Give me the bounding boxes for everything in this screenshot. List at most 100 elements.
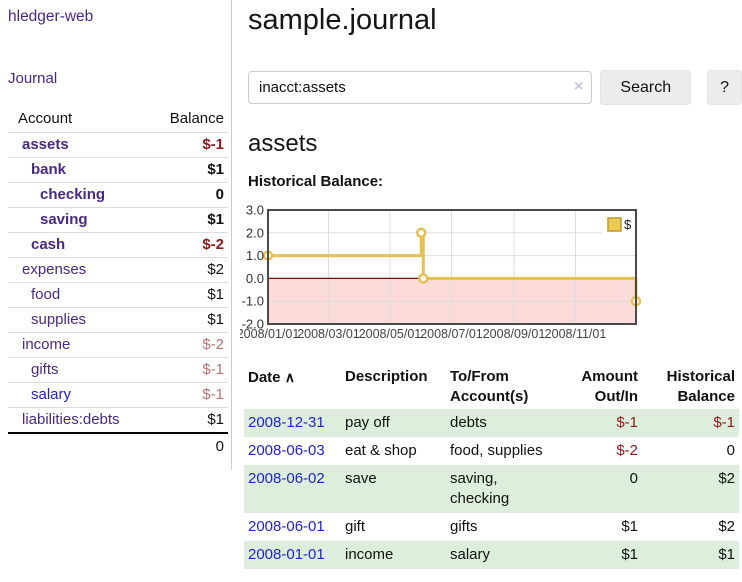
total-balance: 0	[145, 432, 228, 460]
transaction-amount: $1	[621, 546, 638, 563]
sidebar-account-link[interactable]: supplies	[31, 311, 87, 328]
search-button[interactable]: Search	[600, 70, 692, 105]
account-balance: $-1	[145, 382, 228, 408]
sidebar-account-link[interactable]: salary	[31, 386, 72, 403]
sidebar-account-row: gifts $-1	[8, 357, 228, 383]
sidebar-account-row: bank $1	[8, 157, 228, 183]
transaction-accounts: saving, checking	[450, 470, 510, 507]
sidebar-account-row: assets $-1	[8, 132, 228, 158]
svg-text:2008/01/01: 2008/01/01	[240, 327, 299, 341]
account-balance: $-1	[145, 132, 228, 158]
search-input[interactable]	[248, 71, 593, 104]
transaction-date-link[interactable]: 2008-06-01	[248, 518, 325, 535]
transaction-date-link[interactable]: 2008-01-01	[248, 546, 325, 563]
sidebar-account-row: expenses $2	[8, 257, 228, 283]
sidebar-total-row: 0	[8, 432, 228, 460]
transaction-amount: $1	[621, 518, 638, 535]
sidebar-accounts-header: Account Balance	[8, 107, 228, 133]
sidebar-account-row: checking 0	[8, 182, 228, 208]
account-balance: $-2	[145, 332, 228, 358]
svg-text:0.0: 0.0	[246, 271, 264, 286]
sidebar-account-row: salary $-1	[8, 382, 228, 408]
sidebar-account-link[interactable]: saving	[40, 211, 88, 228]
transaction-description: pay off	[345, 414, 390, 431]
sidebar-account-row: supplies $1	[8, 307, 228, 333]
description-column-header: Description	[345, 368, 428, 385]
sidebar-account-link[interactable]: cash	[31, 236, 66, 253]
transaction-accounts: gifts	[450, 518, 478, 535]
account-heading: assets	[248, 130, 318, 157]
balance-column-header-main: Historical Balance	[666, 368, 735, 405]
account-balance: $1	[145, 207, 228, 233]
svg-text:-1.0: -1.0	[242, 294, 264, 309]
sidebar-account-row: saving $1	[8, 207, 228, 233]
transaction-row: 2008-06-02 save saving, checking 0 $2	[244, 465, 739, 513]
chart-heading: Historical Balance:	[248, 173, 384, 190]
transaction-amount: $-1	[616, 414, 638, 431]
svg-text:2008/07/01: 2008/07/01	[420, 327, 483, 341]
sidebar-account-row: income $-2	[8, 332, 228, 358]
total-spacer	[8, 432, 146, 460]
svg-text:2008/09/01: 2008/09/01	[483, 327, 546, 341]
account-balance: 0	[145, 182, 228, 208]
transaction-balance: $2	[718, 470, 735, 487]
register-body: 2008-12-31 pay off debts $-1 $-1 2008-06-03 ea…	[244, 409, 739, 569]
brand-link[interactable]: hledger-web	[8, 8, 94, 25]
main-content: sample.journal × Search ? assets Histori…	[237, 0, 742, 569]
sidebar-accounts-table: Account Balance assets $-1 bank $1 checking 0…	[8, 107, 228, 460]
accounts-column-header: To/From Account(s)	[450, 368, 529, 405]
account-balance: $1	[145, 307, 228, 333]
balance-chart-svg: $3.0 2.0 1.0 0.0 -1.0 -2.02008/01/012008/03/0…	[237, 203, 642, 341]
transaction-amount: $-2	[616, 442, 638, 459]
sidebar-account-link[interactable]: gifts	[31, 361, 59, 378]
account-balance: $2	[145, 257, 228, 283]
sidebar-item-journal[interactable]: Journal	[8, 70, 58, 87]
transaction-date-link[interactable]: 2008-12-31	[248, 414, 325, 431]
transaction-description: save	[345, 470, 377, 487]
clear-search-icon[interactable]: ×	[574, 78, 584, 95]
transaction-balance: $-1	[713, 414, 735, 431]
transaction-description: income	[345, 546, 394, 563]
account-balance: $1	[145, 407, 228, 434]
page-title: sample.journal	[248, 4, 437, 36]
sidebar-account-link[interactable]: food	[31, 286, 61, 303]
sidebar-account-link[interactable]: income	[22, 336, 71, 353]
transaction-row: 2008-01-01 income salary $1 $1	[244, 541, 739, 569]
transaction-accounts: salary	[450, 546, 491, 563]
balance-column-header: Balance	[145, 107, 228, 133]
transaction-balance: 0	[726, 442, 735, 459]
svg-text:2008/11/01: 2008/11/01	[545, 327, 607, 341]
account-balance: $1	[145, 282, 228, 308]
svg-text:-2.0: -2.0	[242, 317, 264, 332]
transaction-row: 2008-06-03 eat & shop food, supplies $-2 0	[244, 437, 739, 465]
help-button[interactable]: ?	[707, 70, 742, 105]
transaction-amount: 0	[629, 470, 638, 487]
transaction-row: 2008-06-01 gift gifts $1 $2	[244, 513, 739, 541]
sidebar-account-link[interactable]: liabilities:debts	[22, 411, 120, 428]
transaction-date-link[interactable]: 2008-06-03	[248, 442, 325, 459]
account-balance: $1	[145, 157, 228, 183]
sidebar-account-link[interactable]: checking	[40, 186, 106, 203]
account-balance: $-2	[145, 232, 228, 258]
sidebar: hledger-web Journal Account Balance asse…	[0, 0, 232, 470]
date-column-header[interactable]: Date ∧	[248, 369, 295, 386]
transaction-date-link[interactable]: 2008-06-02	[248, 470, 325, 487]
sidebar-account-link[interactable]: expenses	[22, 261, 87, 278]
transaction-description: eat & shop	[345, 442, 417, 459]
amount-column-header: Amount Out/In	[581, 368, 638, 405]
transaction-balance: $2	[718, 518, 735, 535]
account-balance: $-1	[145, 357, 228, 383]
transaction-description: gift	[345, 518, 366, 535]
sidebar-account-link[interactable]: assets	[22, 136, 69, 153]
transaction-balance: $1	[718, 546, 735, 563]
sidebar-accounts-body: assets $-1 bank $1 checking 0 saving $1 cash $-2 e…	[8, 132, 228, 460]
svg-text:2.0: 2.0	[246, 225, 264, 240]
register-header-row: Date ∧ Description To/From Account(s) Am…	[244, 365, 739, 409]
svg-text:2008/03/01: 2008/03/01	[297, 327, 360, 341]
historical-balance-chart: $3.0 2.0 1.0 0.0 -1.0 -2.0 2008/01/01 2008/03/0…	[237, 203, 742, 345]
search-form: × Search ?	[248, 70, 742, 105]
sidebar-account-link[interactable]: bank	[31, 161, 67, 178]
svg-text:3.0: 3.0	[246, 203, 264, 218]
search-input-wrap: ×	[248, 71, 593, 104]
transaction-row: 2008-12-31 pay off debts $-1 $-1	[244, 409, 739, 437]
